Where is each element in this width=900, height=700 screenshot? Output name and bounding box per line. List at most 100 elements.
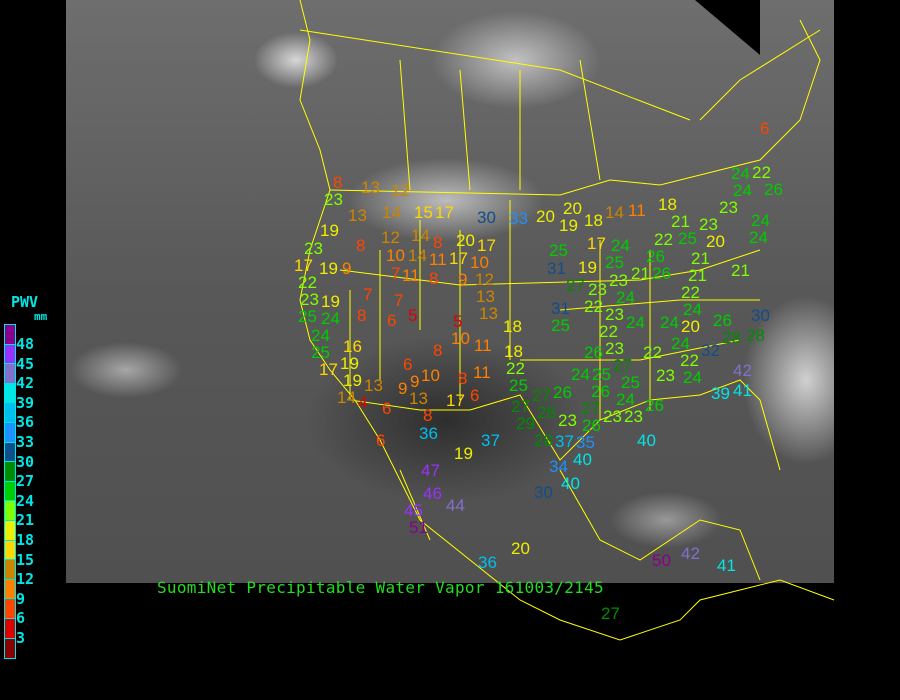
station-pwv-label: 29 xyxy=(516,414,535,433)
station-pwv-label: 26 xyxy=(584,343,603,362)
station-pwv-label: 42 xyxy=(733,361,752,380)
station-pwv-label: 26 xyxy=(652,264,671,283)
station-pwv-label: 25 xyxy=(678,229,697,248)
legend-tick-label: 36 xyxy=(16,413,35,432)
station-pwv-label: 14 xyxy=(411,226,430,245)
station-pwv-label: 18 xyxy=(584,211,603,230)
station-pwv-label: 28 xyxy=(722,328,741,347)
station-pwv-label: 24 xyxy=(321,309,340,328)
station-pwv-label: 25 xyxy=(549,241,568,260)
border-line xyxy=(399,469,431,541)
station-pwv-label: 9 xyxy=(398,379,408,398)
station-pwv-label: 14 xyxy=(605,203,624,222)
station-pwv-label: 18 xyxy=(503,317,522,336)
station-pwv-label: 35 xyxy=(576,433,595,452)
station-pwv-label: 20 xyxy=(511,539,530,558)
legend-color-box xyxy=(5,540,15,561)
station-pwv-label: 12 xyxy=(381,228,400,247)
map-title: SuomiNet Precipitable Water Vapor 161003… xyxy=(157,578,604,597)
station-pwv-label: 6 xyxy=(387,311,397,330)
station-pwv-label: 19 xyxy=(578,258,597,277)
station-pwv-label: 39 xyxy=(711,384,730,403)
station-pwv-label: 42 xyxy=(681,544,700,563)
station-pwv-label: 24 xyxy=(683,368,702,387)
station-pwv-label: 28 xyxy=(534,431,553,450)
legend-tick-label: 18 xyxy=(16,531,35,549)
station-pwv-label: 33 xyxy=(509,209,528,228)
station-pwv-label: 8 xyxy=(433,341,443,360)
station-pwv-label: 10 xyxy=(421,366,440,385)
legend-tick-label: 27 xyxy=(16,472,35,491)
station-pwv-label: 19 xyxy=(343,371,362,390)
station-pwv-label: 27 xyxy=(511,397,530,416)
station-pwv-label: 24 xyxy=(571,365,590,384)
station-pwv-label: 10 xyxy=(451,329,470,348)
legend-tick-label: 6 xyxy=(16,609,26,628)
station-pwv-label: 36 xyxy=(419,424,438,443)
station-pwv-label: 25 xyxy=(592,365,611,384)
station-pwv-label: 6 xyxy=(376,431,386,450)
station-pwv-label: 23 xyxy=(304,239,323,258)
station-pwv-label: 37 xyxy=(555,432,574,451)
station-pwv-label: 27 xyxy=(532,386,551,405)
station-pwv-label: 16 xyxy=(343,337,362,356)
legend-color-box xyxy=(5,560,15,580)
station-pwv-label: 21 xyxy=(688,266,707,285)
color-legend-bar xyxy=(4,324,16,660)
legend-color-box xyxy=(5,618,15,639)
station-pwv-label: 21 xyxy=(731,261,750,280)
station-pwv-label: 11 xyxy=(429,250,447,269)
legend-color-box xyxy=(5,422,15,443)
legend-color-box xyxy=(5,344,15,365)
legend-color-box xyxy=(5,520,15,541)
station-pwv-label: 11 xyxy=(402,266,420,285)
station-pwv-label: 22 xyxy=(643,343,662,362)
station-pwv-label: 20 xyxy=(536,207,555,226)
station-pwv-label: 26 xyxy=(764,180,783,199)
station-pwv-label: 6 xyxy=(403,355,413,374)
border-line xyxy=(520,339,741,361)
legend-color-box xyxy=(5,325,15,345)
station-pwv-label: 36 xyxy=(478,553,497,572)
legend-tick-label: 39 xyxy=(16,393,35,412)
legend-tick-label: 45 xyxy=(16,354,35,373)
station-pwv-label: 18 xyxy=(504,342,523,361)
station-pwv-label: 11 xyxy=(628,201,646,220)
station-pwv-label: 26 xyxy=(646,247,665,266)
station-pwv-label: 11 xyxy=(474,336,492,355)
station-pwv-label: 13 xyxy=(479,304,498,323)
station-pwv-label: 30 xyxy=(477,208,496,227)
station-pwv-label: 6 xyxy=(470,386,480,405)
station-pwv-label: 13 xyxy=(364,376,383,395)
border-line xyxy=(399,59,411,191)
station-pwv-label: 7 xyxy=(363,285,373,304)
station-pwv-label: 19 xyxy=(319,259,338,278)
legend-tick-label: 33 xyxy=(16,433,35,451)
station-pwv-label: 12 xyxy=(475,270,494,289)
station-pwv-label: 22 xyxy=(654,230,673,249)
legend-color-box xyxy=(5,599,15,619)
station-pwv-label: 51 xyxy=(409,518,428,537)
station-pwv-label: 24 xyxy=(626,313,645,332)
station-pwv-label: 47 xyxy=(421,461,440,480)
station-pwv-label: 25 xyxy=(311,343,330,362)
station-pwv-label: 25 xyxy=(605,253,624,272)
station-pwv-label: 19 xyxy=(454,444,473,463)
station-pwv-label: 31 xyxy=(547,259,566,278)
station-pwv-label: 23 xyxy=(558,411,577,430)
station-pwv-label: 23 xyxy=(605,305,624,324)
station-pwv-label: 9 xyxy=(410,372,420,391)
station-pwv-label: 40 xyxy=(573,450,592,469)
station-pwv-label: 21 xyxy=(631,264,650,283)
station-pwv-label: 13 xyxy=(361,178,380,197)
station-pwv-label: 26 xyxy=(591,382,610,401)
border-line xyxy=(559,469,761,581)
station-pwv-label: 27 xyxy=(601,604,620,623)
station-pwv-label: 31 xyxy=(551,299,570,318)
station-pwv-label: 24 xyxy=(683,300,702,319)
station-pwv-label: 28 xyxy=(746,326,765,345)
station-pwv-label: 9 xyxy=(458,270,468,289)
legend-color-box xyxy=(5,462,15,482)
border-line xyxy=(299,0,835,641)
